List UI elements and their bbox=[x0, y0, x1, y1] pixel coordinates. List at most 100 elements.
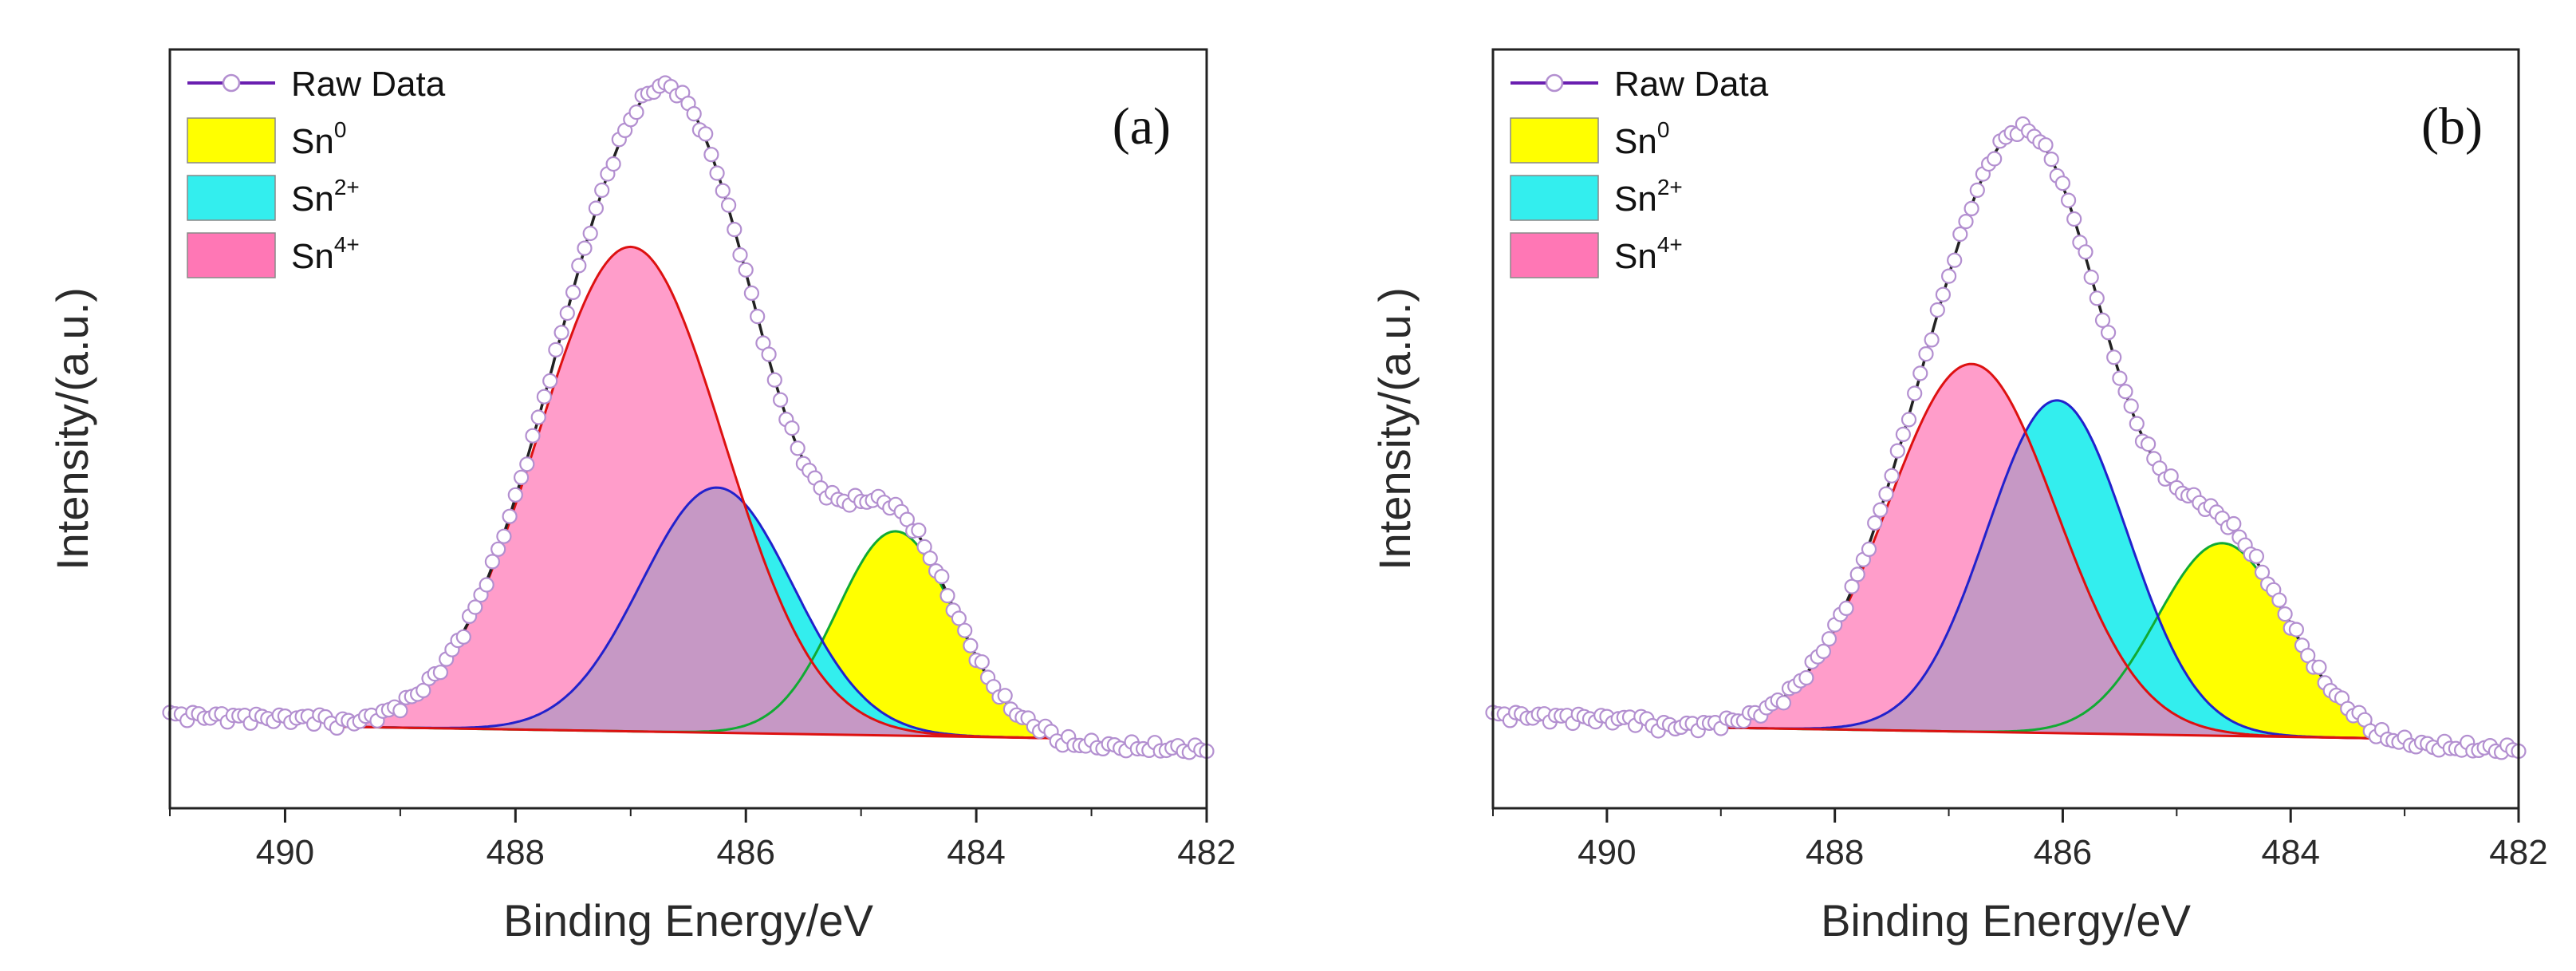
raw-data-point bbox=[553, 325, 569, 341]
raw-data-point bbox=[594, 182, 610, 198]
raw-data-point bbox=[1873, 502, 1889, 518]
background-line bbox=[1652, 725, 2371, 740]
panel-a: 490 488 486 484 482 (a) Raw DataSn0Sn2+Sn4+ … bbox=[47, 48, 1236, 945]
raw-data-point bbox=[2129, 416, 2145, 432]
raw-data-point bbox=[1821, 631, 1837, 647]
raw-data-point bbox=[507, 487, 523, 503]
raw-data-point bbox=[1775, 695, 1791, 711]
raw-data-point bbox=[2089, 290, 2105, 306]
legend-swatch-sn4 bbox=[1510, 232, 1599, 278]
raw-data-point bbox=[934, 568, 950, 585]
raw-data-point bbox=[1941, 268, 1957, 284]
x-tick-label: 490 bbox=[256, 833, 314, 872]
raw-data-point bbox=[784, 420, 800, 436]
legend-swatch-sn4 bbox=[187, 232, 276, 278]
raw-data-point bbox=[1861, 541, 1877, 558]
raw-data-point bbox=[392, 702, 408, 719]
raw-data-point bbox=[963, 637, 979, 653]
legend-label-base: Sn bbox=[291, 180, 334, 219]
raw-data-point bbox=[2123, 398, 2139, 414]
raw-data-point bbox=[2271, 592, 2287, 608]
raw-data-point bbox=[1900, 412, 1917, 428]
fill-sn0 bbox=[331, 531, 1058, 739]
raw-data-point bbox=[1798, 669, 1814, 686]
legend-label-base: Sn bbox=[1614, 237, 1657, 276]
raw-data-point bbox=[698, 126, 714, 142]
raw-data-point bbox=[2311, 659, 2327, 675]
raw-data-point bbox=[1918, 346, 1934, 362]
raw-data-point bbox=[490, 541, 506, 557]
raw-data-point bbox=[720, 197, 737, 213]
raw-data-point bbox=[2248, 548, 2264, 564]
raw-data-point bbox=[1952, 226, 1968, 243]
fill-sn4 bbox=[331, 247, 1058, 739]
raw-data-point bbox=[761, 346, 777, 362]
raw-data-point bbox=[911, 522, 927, 539]
raw-data-point bbox=[997, 688, 1013, 704]
legend-label-base: Sn bbox=[1614, 180, 1657, 219]
legend-label-sn0: Sn0 bbox=[1614, 117, 1669, 161]
raw-data-point bbox=[2101, 325, 2117, 341]
legend-swatch-sn2 bbox=[187, 175, 276, 221]
legend-swatch-sn0 bbox=[1510, 117, 1599, 164]
raw-data-point bbox=[513, 469, 530, 486]
raw-data-point bbox=[1924, 332, 1940, 348]
raw-data-point bbox=[502, 508, 518, 524]
raw-data-point bbox=[479, 577, 494, 593]
raw-data-point bbox=[1929, 302, 1945, 318]
x-tick-label: 488 bbox=[486, 833, 545, 872]
raw-data-point bbox=[1815, 643, 1831, 660]
raw-data-point bbox=[530, 409, 546, 425]
raw-data-point bbox=[455, 629, 471, 645]
raw-data-point bbox=[939, 587, 955, 604]
raw-data-point bbox=[1907, 385, 1923, 401]
legend-label-sn4: Sn4+ bbox=[1614, 232, 1683, 276]
raw-data-point bbox=[588, 200, 605, 216]
raw-data-point bbox=[1935, 286, 1951, 302]
legend-label-base: Sn bbox=[291, 237, 334, 276]
raw-data-point bbox=[1867, 515, 1883, 531]
legend-label-base: Sn bbox=[1614, 122, 1657, 161]
component-fills bbox=[1652, 364, 2371, 739]
raw-data-point bbox=[732, 247, 748, 263]
raw-data-point bbox=[2083, 269, 2099, 286]
x-tick-label: 482 bbox=[1177, 833, 1235, 872]
raw-data-point bbox=[1912, 365, 1928, 381]
x-tick-label: 486 bbox=[717, 833, 775, 872]
plot-frame bbox=[168, 48, 1208, 810]
x-tick-label: 484 bbox=[947, 833, 1005, 872]
raw-data-point bbox=[519, 456, 535, 472]
legend-label-sn4: Sn4+ bbox=[291, 232, 360, 276]
x-tick-label: 488 bbox=[1806, 833, 1864, 872]
raw-data-point bbox=[2141, 436, 2157, 452]
raw-data-point bbox=[548, 341, 564, 357]
legend-label-sn0: Sn0 bbox=[291, 117, 346, 161]
raw-data-point bbox=[709, 165, 725, 181]
raw-data-point bbox=[484, 554, 501, 570]
raw-data-point bbox=[738, 262, 754, 278]
x-axis-title: Binding Energy/eV bbox=[503, 895, 874, 945]
y-axis-title: Intensity/(a.u.) bbox=[1369, 287, 1420, 570]
panel-b: 490 488 486 484 482 (b) Raw DataSn0Sn2+Sn4+ … bbox=[1369, 48, 2548, 945]
raw-data-point bbox=[2094, 312, 2111, 328]
raw-data-point bbox=[571, 258, 587, 274]
x-tick-label: 482 bbox=[2489, 833, 2547, 872]
raw-data-point bbox=[1969, 182, 1985, 198]
x-axis-ticks: 490 488 486 484 482 bbox=[1492, 808, 2548, 872]
raw-data-point bbox=[1844, 578, 1860, 594]
background-line bbox=[331, 725, 1058, 740]
raw-data-series bbox=[162, 75, 1215, 760]
plot-frame bbox=[1491, 48, 2520, 810]
x-axis-ticks: 490 488 486 484 482 bbox=[169, 808, 1236, 872]
raw-data-point bbox=[1987, 151, 2003, 167]
legend-label-superscript: 0 bbox=[1657, 117, 1670, 142]
raw-data-point bbox=[416, 682, 431, 699]
legend-label-superscript: 0 bbox=[334, 117, 347, 142]
raw-data-point bbox=[2066, 211, 2082, 227]
raw-data-point bbox=[2106, 349, 2122, 365]
raw-data-point bbox=[565, 284, 581, 300]
raw-data-point bbox=[536, 389, 553, 405]
legend-label-superscript: 4+ bbox=[334, 232, 360, 257]
